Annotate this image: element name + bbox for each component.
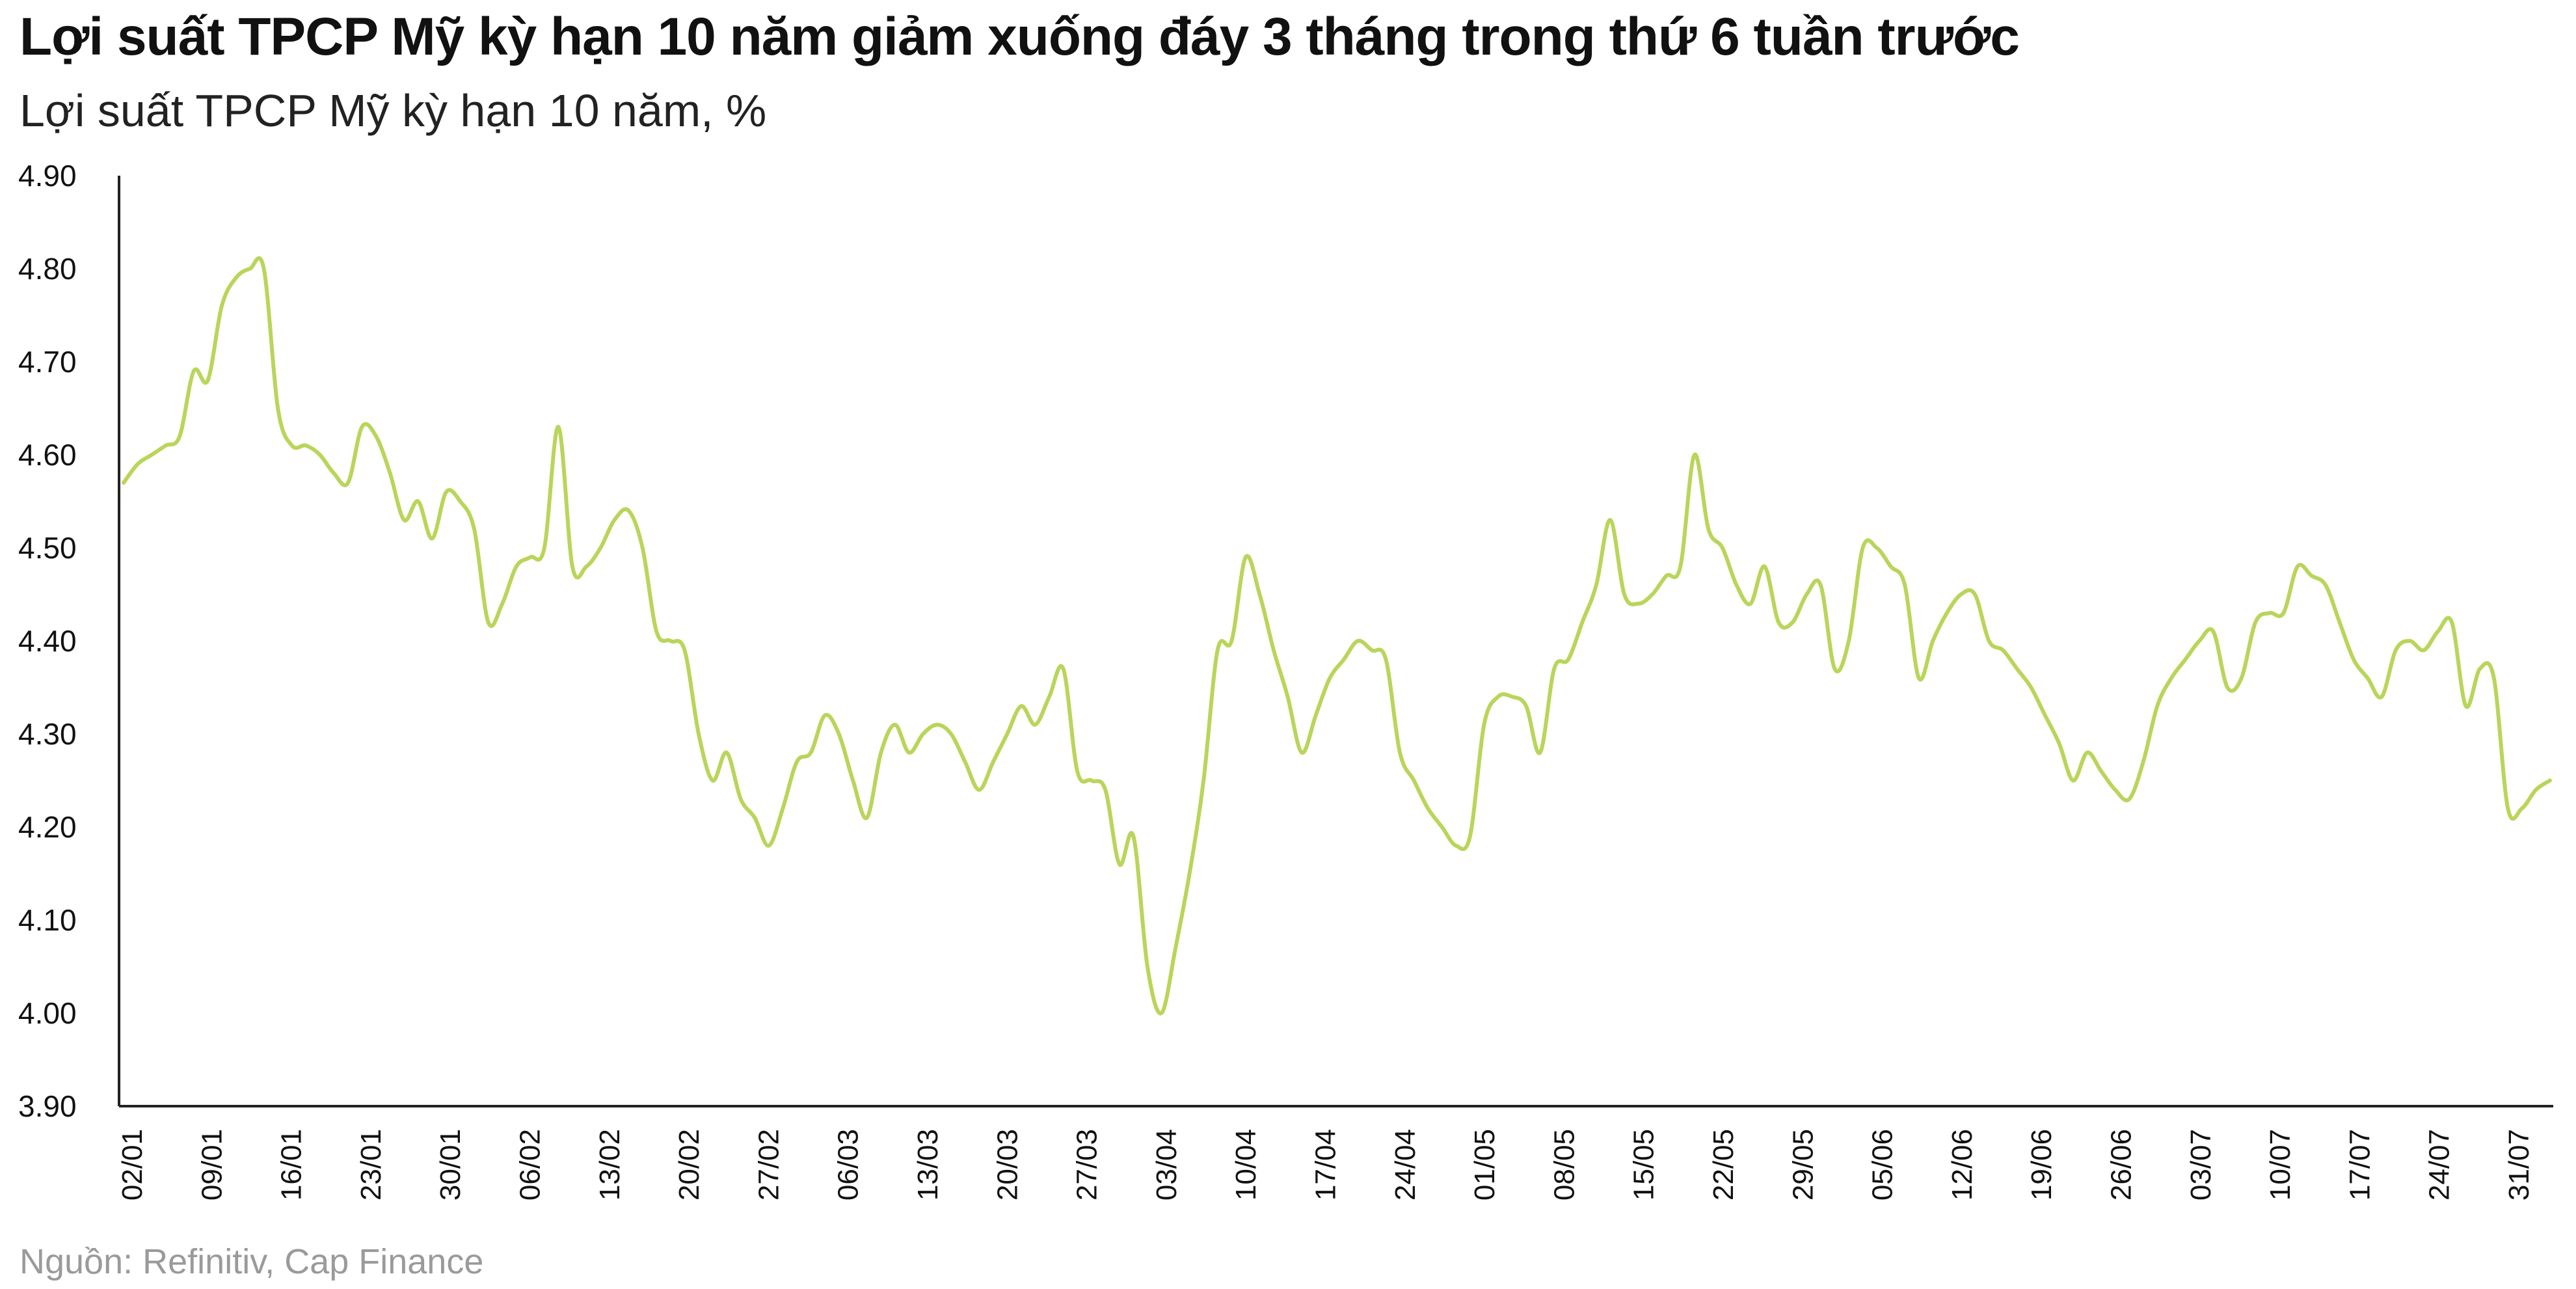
y-tick-label: 4.00	[18, 996, 77, 1030]
x-tick-label: 06/03	[833, 1129, 865, 1201]
x-tick-label: 16/01	[276, 1129, 308, 1201]
y-tick-label: 4.30	[18, 717, 77, 751]
y-axis-ticks: 4.90 4.80 4.70 4.60 4.50 4.40 4.30 4.20 4.10 4.00…	[18, 159, 77, 1123]
x-tick-label: 10/07	[2264, 1129, 2296, 1201]
x-tick-label: 27/03	[1071, 1129, 1103, 1201]
y-tick-label: 4.10	[18, 903, 77, 937]
x-tick-label: 13/03	[912, 1129, 944, 1201]
chart-subtitle: Lợi suất TPCP Mỹ kỳ hạn 10 năm, %	[20, 85, 767, 136]
x-tick-label: 10/04	[1230, 1129, 1262, 1201]
x-tick-label: 03/04	[1151, 1129, 1183, 1201]
y-tick-label: 4.20	[18, 810, 77, 844]
x-tick-label: 23/01	[355, 1129, 387, 1201]
x-tick-label: 31/07	[2503, 1129, 2535, 1201]
x-tick-label: 19/06	[2026, 1129, 2058, 1201]
x-tick-label: 17/07	[2344, 1129, 2376, 1201]
y-tick-label: 4.40	[18, 624, 77, 658]
x-tick-label: 27/02	[753, 1129, 785, 1201]
x-tick-label: 24/07	[2424, 1129, 2456, 1201]
x-tick-label: 09/01	[196, 1129, 228, 1201]
y-tick-label: 4.80	[18, 252, 77, 286]
x-tick-label: 08/05	[1548, 1129, 1580, 1201]
source-note: Nguồn: Refinitiv, Cap Finance	[20, 1242, 484, 1281]
x-tick-label: 05/06	[1867, 1129, 1899, 1201]
y-tick-label: 4.50	[18, 531, 77, 565]
x-tick-label: 30/01	[435, 1129, 466, 1201]
x-tick-label: 17/04	[1310, 1129, 1342, 1201]
x-tick-label: 03/07	[2185, 1129, 2217, 1201]
y-tick-label: 4.90	[18, 159, 77, 193]
x-tick-label: 22/05	[1708, 1129, 1739, 1201]
x-tick-label: 24/04	[1389, 1129, 1421, 1201]
y-tick-label: 4.60	[18, 438, 77, 472]
y-tick-label: 3.90	[18, 1089, 77, 1123]
yield-line	[122, 256, 2552, 1016]
y-tick-label: 4.70	[18, 345, 77, 379]
x-tick-label: 01/05	[1469, 1129, 1501, 1201]
x-tick-label: 26/06	[2106, 1129, 2138, 1201]
chart-title: Lợi suất TPCP Mỹ kỳ hạn 10 năm giảm xuốn…	[20, 7, 2020, 66]
x-tick-label: 06/02	[515, 1129, 546, 1201]
x-axis-ticks: 02/01 09/01 16/01 23/01 30/01 06/02 13/02 20/02…	[116, 1129, 2535, 1201]
x-tick-label: 12/06	[1946, 1129, 1978, 1201]
x-tick-label: 15/05	[1628, 1129, 1660, 1201]
x-tick-label: 20/03	[991, 1129, 1023, 1201]
x-tick-label: 29/05	[1787, 1129, 1819, 1201]
x-tick-label: 02/01	[116, 1129, 148, 1201]
x-tick-label: 13/02	[594, 1129, 626, 1201]
x-tick-label: 20/02	[673, 1129, 705, 1201]
